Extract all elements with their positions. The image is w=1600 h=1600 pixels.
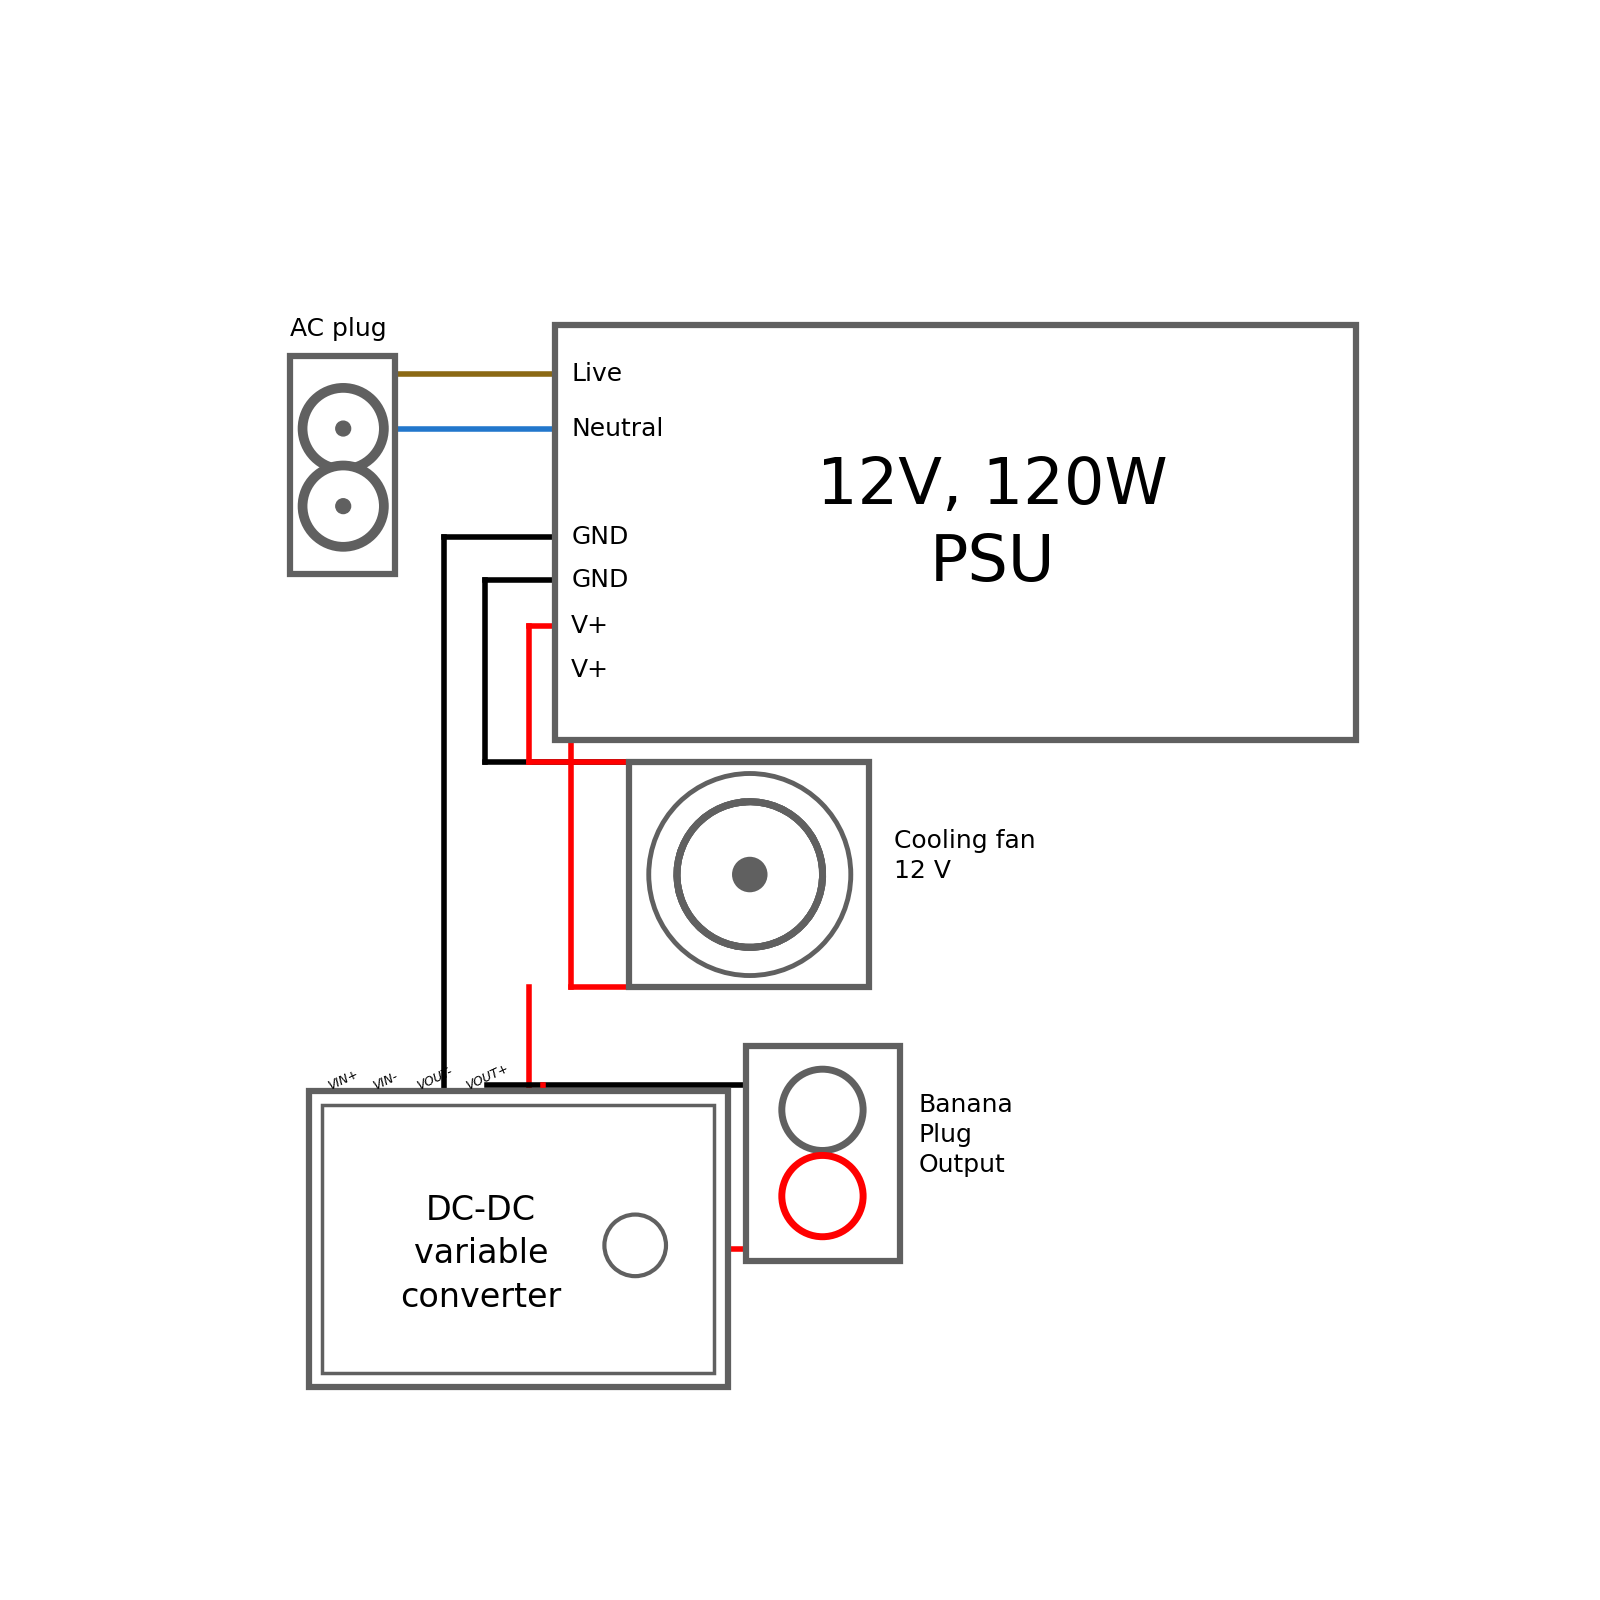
- Text: DC-DC
variable
converter: DC-DC variable converter: [400, 1194, 562, 1314]
- Text: VOUT+: VOUT+: [464, 1061, 510, 1093]
- Circle shape: [782, 1069, 862, 1150]
- Text: Neutral: Neutral: [571, 416, 664, 440]
- Bar: [555, 325, 1355, 741]
- Circle shape: [336, 499, 350, 514]
- Circle shape: [782, 1155, 862, 1237]
- Bar: [309, 1091, 728, 1387]
- Circle shape: [648, 773, 851, 976]
- Text: GND: GND: [571, 568, 629, 592]
- Text: AC plug: AC plug: [290, 317, 387, 341]
- Text: VIN+: VIN+: [326, 1067, 360, 1093]
- Text: V+: V+: [571, 614, 610, 638]
- Circle shape: [336, 421, 350, 435]
- Circle shape: [302, 466, 384, 547]
- Text: VIN-: VIN-: [371, 1070, 400, 1093]
- Text: 12V, 120W
PSU: 12V, 120W PSU: [818, 456, 1168, 594]
- Bar: [629, 763, 869, 987]
- Text: Banana
Plug
Output: Banana Plug Output: [918, 1093, 1013, 1176]
- Text: V+: V+: [571, 658, 610, 682]
- Text: VOUT-: VOUT-: [414, 1066, 454, 1093]
- Circle shape: [734, 859, 766, 891]
- Bar: [746, 1046, 901, 1261]
- Text: Cooling fan
12 V: Cooling fan 12 V: [894, 829, 1035, 883]
- Text: Live: Live: [571, 362, 622, 386]
- Circle shape: [605, 1214, 666, 1277]
- Text: GND: GND: [571, 525, 629, 549]
- Bar: [322, 1106, 714, 1373]
- Circle shape: [302, 387, 384, 469]
- Bar: [290, 355, 395, 574]
